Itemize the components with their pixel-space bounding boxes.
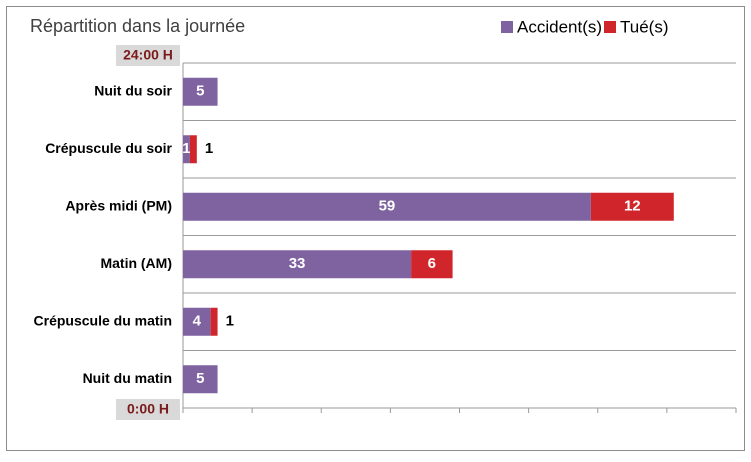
data-label: 5: [196, 370, 204, 387]
bar-segment: [183, 365, 218, 394]
y-tick-label: Après midi (PM): [65, 197, 172, 213]
y-tick-label: Crépuscule du soir: [45, 140, 172, 156]
data-label: 1: [182, 140, 190, 157]
data-label: 1: [226, 313, 234, 330]
bar-segment: [183, 192, 591, 221]
annotation-box: [116, 45, 180, 66]
bar-segment: [183, 307, 211, 336]
legend-label: Tué(s): [620, 17, 669, 36]
data-label: 12: [624, 198, 641, 215]
chart-border: [6, 6, 745, 451]
data-label: 1: [205, 140, 213, 157]
data-label: 6: [428, 255, 436, 272]
y-tick-label: Matin (AM): [100, 255, 172, 271]
legend-swatch: [604, 21, 616, 33]
data-label: 5: [196, 83, 204, 100]
y-tick-label: Crépuscule du matin: [34, 312, 172, 328]
data-label: 33: [289, 255, 306, 272]
annotation-box: [116, 399, 180, 420]
annotation: 24:00 H: [123, 47, 173, 63]
legend-swatch: [501, 21, 513, 33]
bar-segment: [411, 250, 453, 279]
bar-segment: [189, 135, 197, 164]
bar-segment: [183, 135, 190, 164]
bar-segment: [210, 307, 218, 336]
y-tick-label: Nuit du matin: [83, 370, 172, 386]
data-label: 4: [193, 313, 202, 330]
chart-title: Répartition dans la journée: [30, 16, 245, 36]
legend-label: Accident(s): [517, 17, 602, 36]
y-tick-label: Nuit du soir: [94, 82, 172, 98]
bar-segment: [183, 250, 412, 279]
data-label: 59: [379, 198, 396, 215]
annotation: 0:00 H: [127, 401, 169, 417]
bar-segment: [590, 192, 674, 221]
bar-segment: [183, 77, 218, 106]
